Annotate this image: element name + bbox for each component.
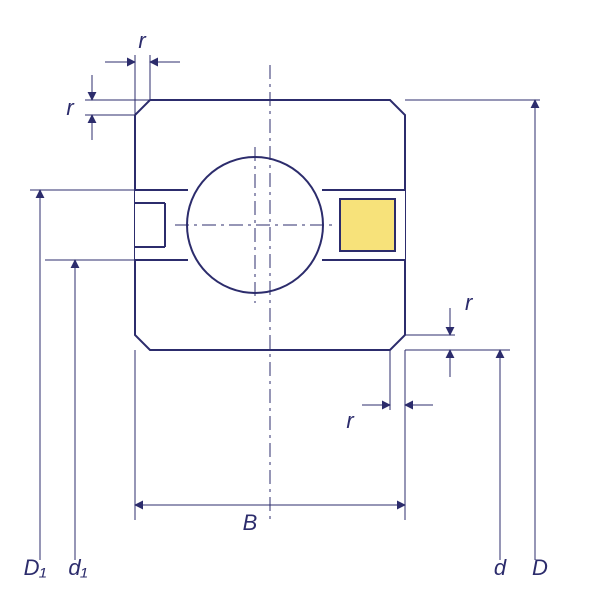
label-r-top-h: r	[138, 28, 147, 53]
dimension-labels: D d D₁ d₁ B r r r r	[24, 28, 548, 580]
label-r-top-v: r	[66, 95, 75, 120]
extension-lines	[30, 55, 540, 520]
label-d1: d₁	[68, 555, 87, 580]
dimension-arrows	[40, 62, 535, 560]
bearing-cross-section-diagram: D d D₁ d₁ B r r r r	[0, 0, 600, 600]
label-r-right-v: r	[465, 290, 474, 315]
label-r-right-h: r	[346, 408, 355, 433]
cage-pocket	[340, 199, 395, 251]
label-D: D	[532, 555, 548, 580]
label-d: d	[494, 555, 507, 580]
label-B: B	[243, 510, 258, 535]
label-D1: D₁	[24, 555, 47, 580]
